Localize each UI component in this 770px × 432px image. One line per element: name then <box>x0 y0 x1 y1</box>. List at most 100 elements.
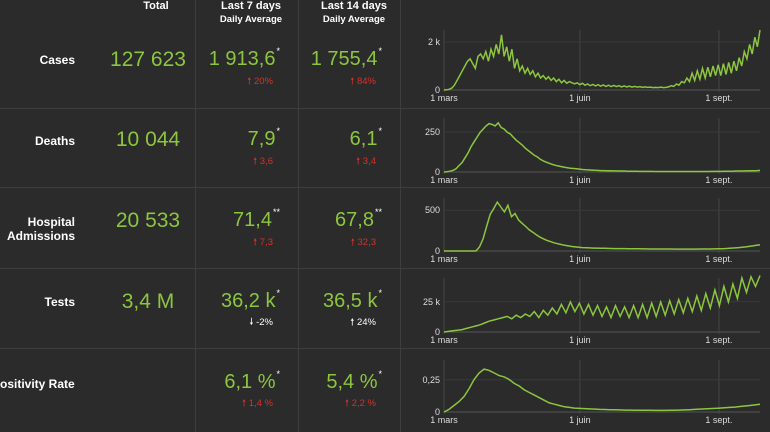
avg14-value: 5,4 % <box>326 371 378 393</box>
chart-positivity-xtick-1: 1 juin <box>569 415 591 425</box>
chart-tests-xtick-1: 1 juin <box>569 335 591 345</box>
row-chg7-tests: 🠗 -2% <box>249 317 273 328</box>
chart-deaths-xtick-2: 1 sept. <box>705 175 732 185</box>
chart-positivity-xtick-2: 1 sept. <box>705 415 732 425</box>
chart-positivity-series-line <box>443 368 761 413</box>
row-chg7-cases: 🠕 20% <box>247 76 273 87</box>
chg14-value: 32,3 <box>357 237 377 248</box>
chart-tests-xtick-0: 1 mars <box>430 335 458 345</box>
avg7-mark: * <box>276 46 280 56</box>
row-chg14-cases: 🠕 84% <box>350 76 376 87</box>
row-chg7-hospital: 🠕 7,3 <box>253 237 273 248</box>
chart-cases-xtick-0: 1 mars <box>430 93 458 103</box>
chart-deaths-xtick-0: 1 mars <box>430 175 458 185</box>
chart-deaths-ytick-0: 0 <box>435 167 440 177</box>
avg7-value: 6,1 % <box>224 371 276 393</box>
avg7-mark: * <box>276 126 280 136</box>
avg14-mark: * <box>378 46 382 56</box>
avg14-mark: * <box>378 288 382 298</box>
avg7-value: 71,4 <box>233 209 272 231</box>
row-label-hospital: Hospital Admissions <box>7 215 75 243</box>
row-total-cases: 127 623 <box>110 48 186 71</box>
avg14-value: 1 755,4 <box>310 48 378 70</box>
chg7-value: -2% <box>256 317 273 328</box>
grid-vline-3 <box>400 0 401 432</box>
avg14-mark: * <box>378 126 382 136</box>
grid-vline-2 <box>298 0 299 432</box>
chart-cases-ytick-1: 2 k <box>428 37 441 47</box>
row-total-hospital: 20 533 <box>115 209 181 232</box>
chart-cases-series-line <box>443 29 761 91</box>
chg7-value: 3,6 <box>259 156 273 167</box>
chart-hospital-ytick-1: 500 <box>425 205 440 215</box>
avg7-mark: ** <box>272 207 280 217</box>
avg14-mark: * <box>378 369 382 379</box>
row-avg14-positivity: 5,4 %* <box>326 369 382 394</box>
row-total-deaths: 10 044 <box>115 128 181 151</box>
chart-cases-ytick-0: 0 <box>435 85 440 95</box>
grid-hline-4 <box>0 348 770 349</box>
chg14-value: 24% <box>356 317 376 328</box>
row-avg7-positivity: 6,1 %* <box>224 369 280 394</box>
chart-deaths-ytick-1: 250 <box>425 127 440 137</box>
chart-hospital-xtick-0: 1 mars <box>430 254 458 264</box>
grid-hline-3 <box>0 268 770 269</box>
chg14-value: 3,4 <box>362 156 376 167</box>
header-last7-sub: Daily Average <box>219 14 283 25</box>
row-total-tests: 3,4 M <box>121 290 175 313</box>
grid-hline-1 <box>0 108 770 109</box>
row-label-tests: Tests <box>44 295 75 309</box>
avg7-value: 36,2 k <box>221 290 276 312</box>
chart-hospital-xtick-2: 1 sept. <box>705 254 732 264</box>
row-avg14-cases: 1 755,4* <box>310 46 382 71</box>
row-label-deaths: Deaths <box>34 134 75 148</box>
header-total-label: Total <box>143 0 169 12</box>
header-last14: Last 14 days Daily Average <box>309 0 399 26</box>
avg14-value: 6,1 <box>349 128 378 150</box>
row-chg7-deaths: 🠕 3,6 <box>253 156 273 167</box>
chart-hospital-xtick-1: 1 juin <box>569 254 591 264</box>
header-last14-sub: Daily Average <box>322 14 386 25</box>
avg7-mark: * <box>276 369 280 379</box>
header-total: Total <box>126 0 186 13</box>
chg7-value: 7,3 <box>259 237 273 248</box>
chart-positivity-ytick-1: 0,25 <box>422 375 440 385</box>
avg14-value: 36,5 k <box>323 290 378 312</box>
header-last7-label: Last 7 days <box>221 0 281 12</box>
header-last7: Last 7 days Daily Average <box>206 0 296 26</box>
avg14-value: 67,8 <box>335 209 374 231</box>
row-avg14-deaths: 6,1* <box>349 126 382 151</box>
row-chg14-tests: 🠕 24% <box>350 317 376 328</box>
label-line2: Admissions <box>6 229 75 243</box>
row-avg14-tests: 36,5 k* <box>323 288 382 313</box>
row-label-cases: Cases <box>39 53 75 67</box>
chart-hospital-series-line <box>444 200 761 252</box>
row-avg7-deaths: 7,9* <box>247 126 280 151</box>
chart-tests-ytick-1: 25 k <box>423 297 441 307</box>
avg14-mark: ** <box>374 207 382 217</box>
chg14-value: 2,2 % <box>351 398 376 409</box>
row-chg7-positivity: 🠕 1,4 % <box>241 398 273 409</box>
row-chg14-positivity: 🠕 2,2 % <box>344 398 376 409</box>
chart-tests-xtick-2: 1 sept. <box>705 335 732 345</box>
chg7-value: 1,4 % <box>248 398 273 409</box>
chart-positivity-xtick-0: 1 mars <box>430 415 458 425</box>
row-avg7-hospital: 71,4** <box>233 207 280 232</box>
label-line1: Hospital <box>27 215 75 229</box>
avg7-value: 7,9 <box>247 128 276 150</box>
chart-deaths-series-line <box>443 121 761 173</box>
chart-cases-xtick-2: 1 sept. <box>705 93 732 103</box>
chart-tests-ytick-0: 0 <box>435 327 440 337</box>
chart-cases-xtick-1: 1 juin <box>569 93 591 103</box>
row-chg14-deaths: 🠕 3,4 <box>356 156 376 167</box>
header-last14-label: Last 14 days <box>320 0 388 12</box>
row-avg7-cases: 1 913,6* <box>209 46 280 71</box>
row-chg14-hospital: 🠕 32,3 <box>350 237 377 248</box>
chart-positivity-ytick-0: 0 <box>435 407 440 417</box>
avg7-mark: * <box>276 288 280 298</box>
row-label-positivity: ositivity Rate <box>0 377 75 391</box>
row-avg14-hospital: 67,8** <box>335 207 382 232</box>
grid-vline-1 <box>195 0 196 432</box>
chg14-value: 84% <box>356 76 376 87</box>
